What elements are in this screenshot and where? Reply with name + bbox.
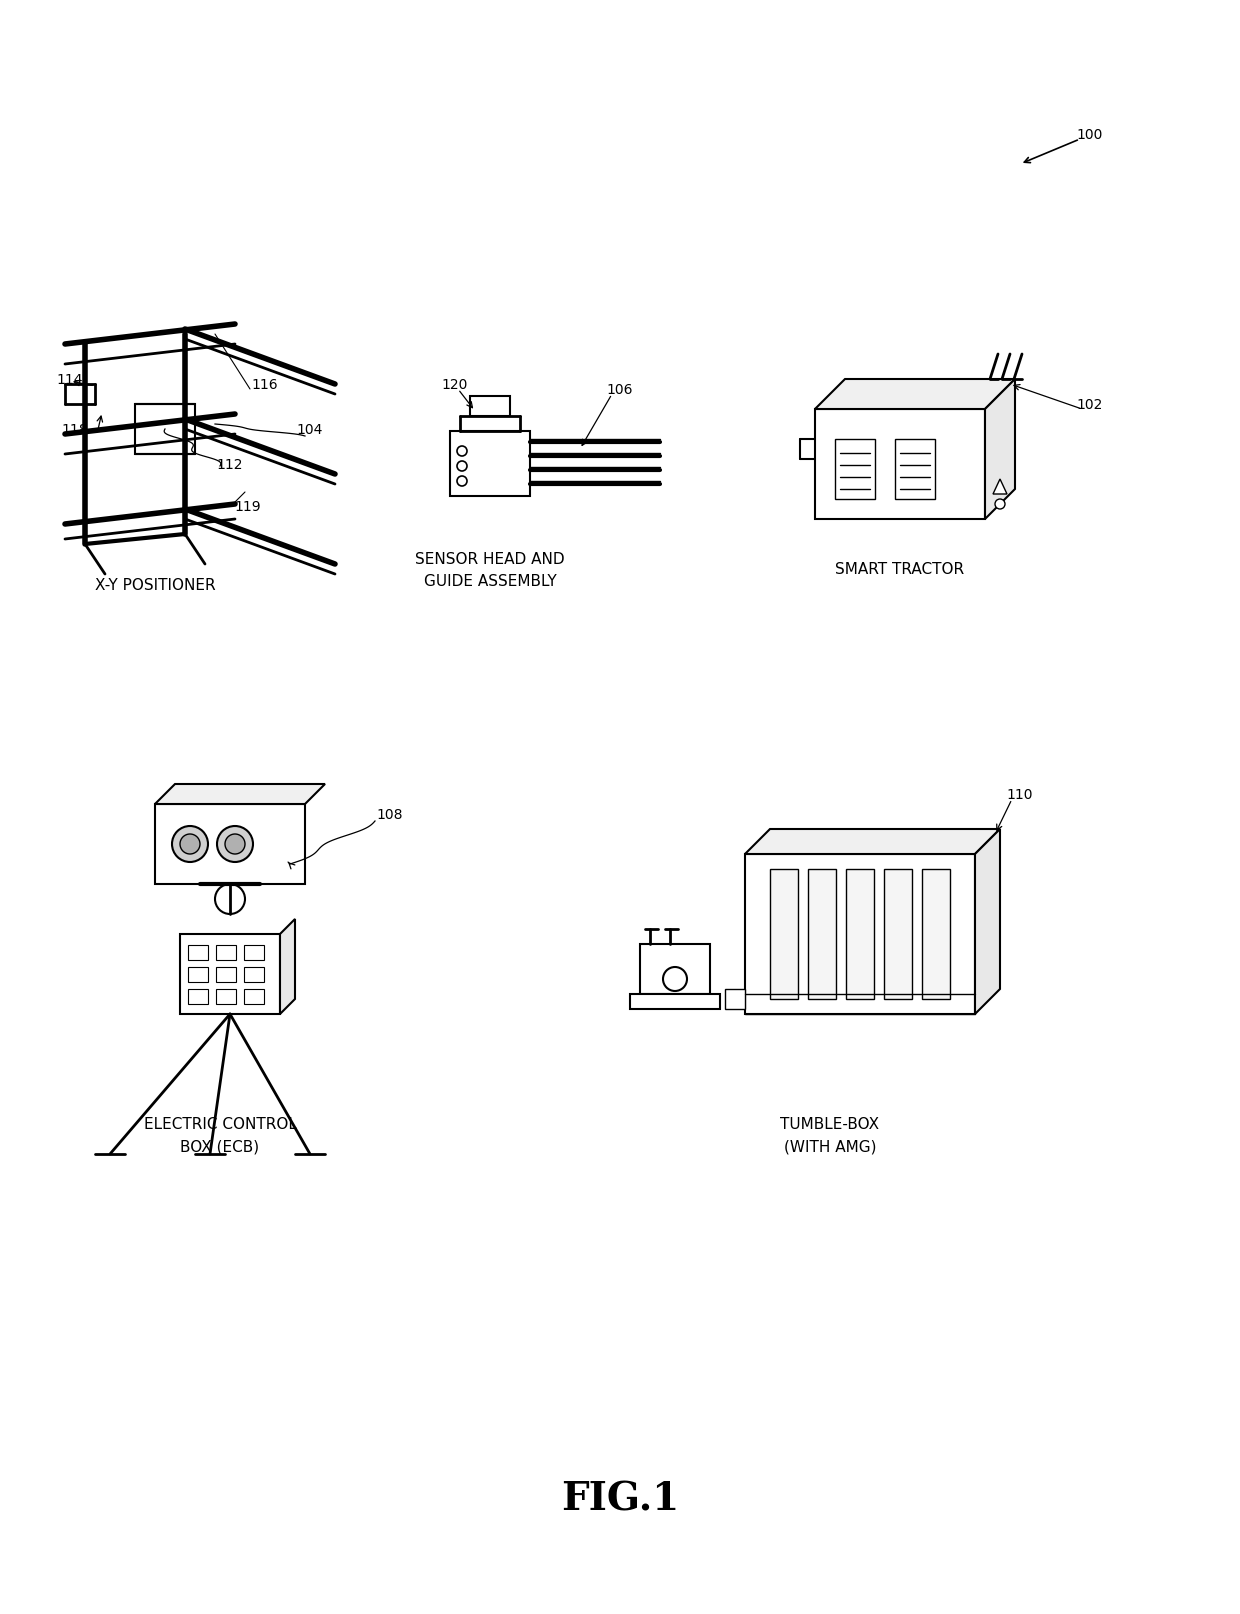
Circle shape <box>663 967 687 991</box>
Polygon shape <box>815 379 1016 410</box>
Text: 102: 102 <box>1076 397 1104 412</box>
FancyBboxPatch shape <box>745 854 975 1014</box>
FancyBboxPatch shape <box>180 935 280 1014</box>
FancyBboxPatch shape <box>155 804 305 884</box>
Text: 114: 114 <box>57 373 83 387</box>
FancyBboxPatch shape <box>216 989 236 1004</box>
Circle shape <box>458 447 467 457</box>
FancyBboxPatch shape <box>770 870 799 999</box>
Text: 104: 104 <box>296 423 324 437</box>
FancyBboxPatch shape <box>725 989 745 1009</box>
Text: 100: 100 <box>1076 128 1104 142</box>
Text: X-Y POSITIONER: X-Y POSITIONER <box>94 578 216 592</box>
Circle shape <box>458 462 467 471</box>
Polygon shape <box>993 479 1007 495</box>
Circle shape <box>458 476 467 487</box>
Text: 106: 106 <box>606 383 634 397</box>
Text: TUMBLE-BOX: TUMBLE-BOX <box>780 1117 879 1131</box>
Text: FIG.1: FIG.1 <box>560 1480 680 1519</box>
FancyBboxPatch shape <box>470 397 510 416</box>
Text: GUIDE ASSEMBLY: GUIDE ASSEMBLY <box>424 575 557 589</box>
FancyBboxPatch shape <box>135 405 195 455</box>
Circle shape <box>215 884 246 915</box>
FancyBboxPatch shape <box>808 870 836 999</box>
Text: SMART TRACTOR: SMART TRACTOR <box>836 562 965 578</box>
Text: 120: 120 <box>441 378 469 392</box>
Text: 118: 118 <box>62 423 88 437</box>
FancyBboxPatch shape <box>216 967 236 983</box>
FancyBboxPatch shape <box>846 870 874 999</box>
Circle shape <box>224 834 246 854</box>
FancyBboxPatch shape <box>188 989 208 1004</box>
Circle shape <box>217 826 253 862</box>
FancyBboxPatch shape <box>640 944 711 994</box>
FancyBboxPatch shape <box>895 439 935 500</box>
FancyBboxPatch shape <box>188 946 208 960</box>
Text: (WITH AMG): (WITH AMG) <box>784 1139 877 1154</box>
Polygon shape <box>745 830 999 854</box>
Text: ELECTRIC CONTROL: ELECTRIC CONTROL <box>144 1117 296 1131</box>
FancyBboxPatch shape <box>835 439 875 500</box>
Text: 108: 108 <box>377 807 403 822</box>
FancyBboxPatch shape <box>216 946 236 960</box>
Circle shape <box>994 500 1004 510</box>
FancyBboxPatch shape <box>884 870 911 999</box>
Text: 119: 119 <box>234 500 262 513</box>
Circle shape <box>180 834 200 854</box>
Polygon shape <box>280 920 295 1014</box>
Text: BOX (ECB): BOX (ECB) <box>181 1139 259 1154</box>
FancyBboxPatch shape <box>244 946 264 960</box>
Circle shape <box>172 826 208 862</box>
Text: 116: 116 <box>252 378 278 392</box>
FancyBboxPatch shape <box>923 870 950 999</box>
Text: SENSOR HEAD AND: SENSOR HEAD AND <box>415 552 564 567</box>
FancyBboxPatch shape <box>450 431 529 497</box>
FancyBboxPatch shape <box>188 967 208 983</box>
FancyBboxPatch shape <box>630 994 720 1009</box>
FancyBboxPatch shape <box>244 967 264 983</box>
Polygon shape <box>975 830 999 1014</box>
Text: 112: 112 <box>217 458 243 471</box>
FancyBboxPatch shape <box>244 989 264 1004</box>
Polygon shape <box>155 784 325 804</box>
Text: 110: 110 <box>1007 788 1033 802</box>
FancyBboxPatch shape <box>815 410 985 520</box>
Polygon shape <box>985 379 1016 520</box>
